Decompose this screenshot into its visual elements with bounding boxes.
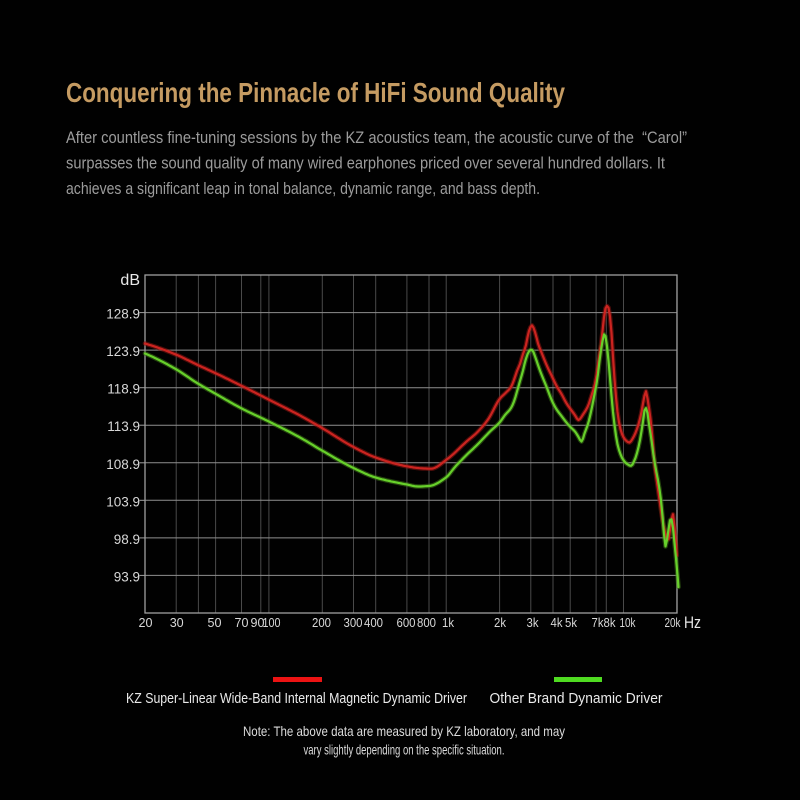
svg-text:Hz: Hz — [684, 613, 701, 632]
svg-text:200: 200 — [312, 615, 331, 630]
svg-text:400: 400 — [364, 615, 383, 630]
svg-text:8k: 8k — [604, 615, 616, 630]
svg-text:1k: 1k — [442, 615, 454, 630]
svg-text:surpasses the sound quality of: surpasses the sound quality of many wire… — [66, 154, 665, 173]
svg-text:300: 300 — [344, 615, 363, 630]
svg-text:Note: The above data are measu: Note: The above data are measured by KZ … — [243, 723, 565, 739]
svg-text:600: 600 — [397, 615, 416, 630]
svg-text:achieves a significant leap in: achieves a significant leap in tonal bal… — [66, 179, 540, 198]
svg-text:98.9: 98.9 — [114, 532, 140, 547]
svg-text:2k: 2k — [494, 615, 506, 630]
svg-text:Conquering the Pinnacle of HiF: Conquering the Pinnacle of HiFi Sound Qu… — [66, 77, 565, 108]
svg-text:7k: 7k — [592, 615, 604, 630]
svg-text:118.9: 118.9 — [107, 382, 140, 397]
svg-text:4k: 4k — [551, 615, 563, 630]
svg-text:90: 90 — [251, 615, 265, 630]
svg-text:5k: 5k — [565, 615, 577, 630]
svg-text:KZ Super-Linear Wide-Band Inte: KZ Super-Linear Wide-Band Internal Magne… — [126, 690, 467, 707]
svg-text:dB: dB — [120, 272, 140, 289]
svg-text:3k: 3k — [527, 615, 539, 630]
svg-text:128.9: 128.9 — [106, 307, 140, 322]
svg-text:Other Brand Dynamic Driver: Other Brand Dynamic Driver — [490, 690, 663, 707]
svg-text:100: 100 — [263, 615, 281, 630]
svg-text:20k: 20k — [665, 615, 681, 630]
svg-text:10k: 10k — [620, 615, 636, 630]
svg-text:vary slightly depending on the: vary slightly depending on the specific … — [304, 742, 505, 758]
svg-text:50: 50 — [208, 615, 222, 630]
svg-text:113.9: 113.9 — [107, 419, 140, 434]
svg-text:30: 30 — [170, 615, 184, 630]
svg-text:800: 800 — [417, 615, 436, 630]
svg-text:93.9: 93.9 — [114, 569, 140, 584]
svg-text:103.9: 103.9 — [106, 494, 140, 509]
svg-text:After countless fine-tuning se: After countless fine-tuning sessions by … — [66, 128, 687, 147]
svg-text:20: 20 — [139, 615, 153, 630]
svg-text:108.9: 108.9 — [106, 457, 140, 472]
svg-text:70: 70 — [235, 615, 249, 630]
svg-text:123.9: 123.9 — [106, 344, 140, 359]
